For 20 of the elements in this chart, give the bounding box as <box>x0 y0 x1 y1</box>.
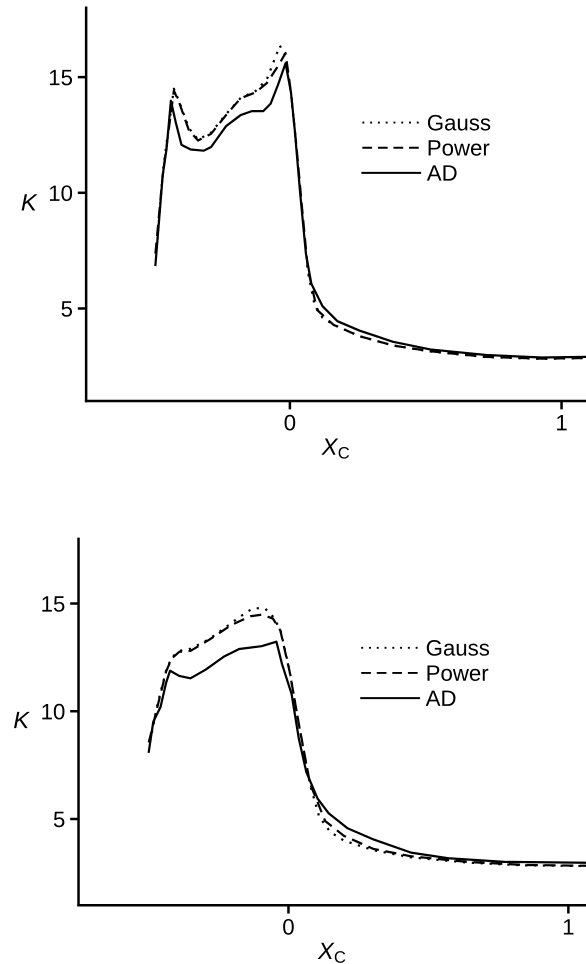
x-tick-label: 1 <box>564 919 574 934</box>
legend-label: Gauss <box>426 640 490 656</box>
x-tick-label: 0 <box>284 414 296 431</box>
x-axis-title: X$_{C}$ <box>321 438 350 459</box>
x-tick-label: 1 <box>557 415 567 430</box>
legend-label: AD <box>426 690 456 706</box>
y-axis-title: K <box>14 712 30 728</box>
legend-label: Gauss <box>428 114 490 131</box>
y-tick-label: 5 <box>61 301 72 317</box>
x-axis-title: X$_{C}$ <box>318 942 346 963</box>
y-axis-title: K <box>22 194 38 210</box>
legend-label: AD <box>426 165 457 181</box>
y-tick-label: 15 <box>50 70 72 86</box>
y-tick-label: 10 <box>50 185 72 202</box>
y-tick-label: 10 <box>42 704 64 720</box>
legend-label: Power <box>428 140 490 156</box>
legend-label: Power <box>427 665 488 681</box>
x-tick-label: 0 <box>283 918 294 935</box>
y-tick-label: 5 <box>54 812 64 828</box>
y-tick-label: 15 <box>42 596 64 612</box>
